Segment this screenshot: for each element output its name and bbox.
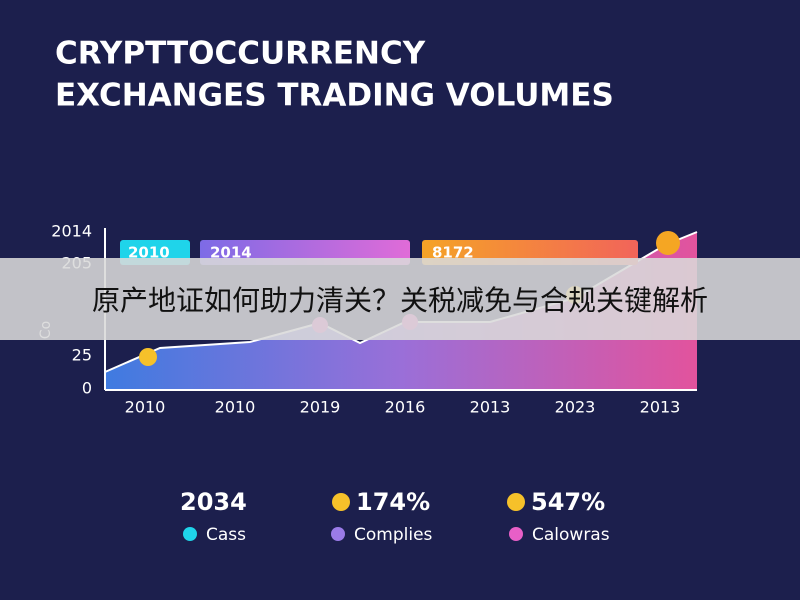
stat: 547% (531, 488, 605, 516)
legend-label: Calowras (532, 525, 610, 545)
legend-dot (331, 527, 345, 541)
stat-dot (507, 493, 525, 511)
x-tick-label: 2019 (300, 398, 341, 417)
y-tick-label: 0 (82, 379, 92, 398)
legend-label: Cass (206, 525, 246, 545)
box-label: 2014 (210, 244, 252, 262)
title-line: CRYPTTOCCURRENCY (55, 36, 426, 72)
marker (139, 348, 157, 366)
box-label: 2010 (128, 244, 170, 262)
banner-text: 原产地证如何助力清关？关税减免与合规关键解析 (92, 284, 708, 317)
stat-dot (332, 493, 350, 511)
marker (656, 231, 680, 255)
x-tick-label: 2013 (640, 398, 681, 417)
y-tick-label: 2014 (51, 222, 92, 241)
area (105, 232, 697, 390)
box-label: 8172 (432, 244, 474, 262)
x-tick-label: 2013 (470, 398, 511, 417)
legend-dot (509, 527, 523, 541)
x-tick-label: 2023 (555, 398, 596, 417)
x-tick-label: 2016 (385, 398, 426, 417)
stat: 174% (356, 488, 430, 516)
x-tick-label: 2010 (215, 398, 256, 417)
legend-label: Complies (354, 525, 433, 545)
legend-dot (183, 527, 197, 541)
y-tick-label: 25 (72, 346, 92, 365)
banner-background (0, 258, 800, 340)
stat: 2034 (180, 488, 247, 516)
x-tick-label: 2010 (125, 398, 166, 417)
title-line: EXCHANGES TRADING VOLUMES (55, 78, 614, 114)
